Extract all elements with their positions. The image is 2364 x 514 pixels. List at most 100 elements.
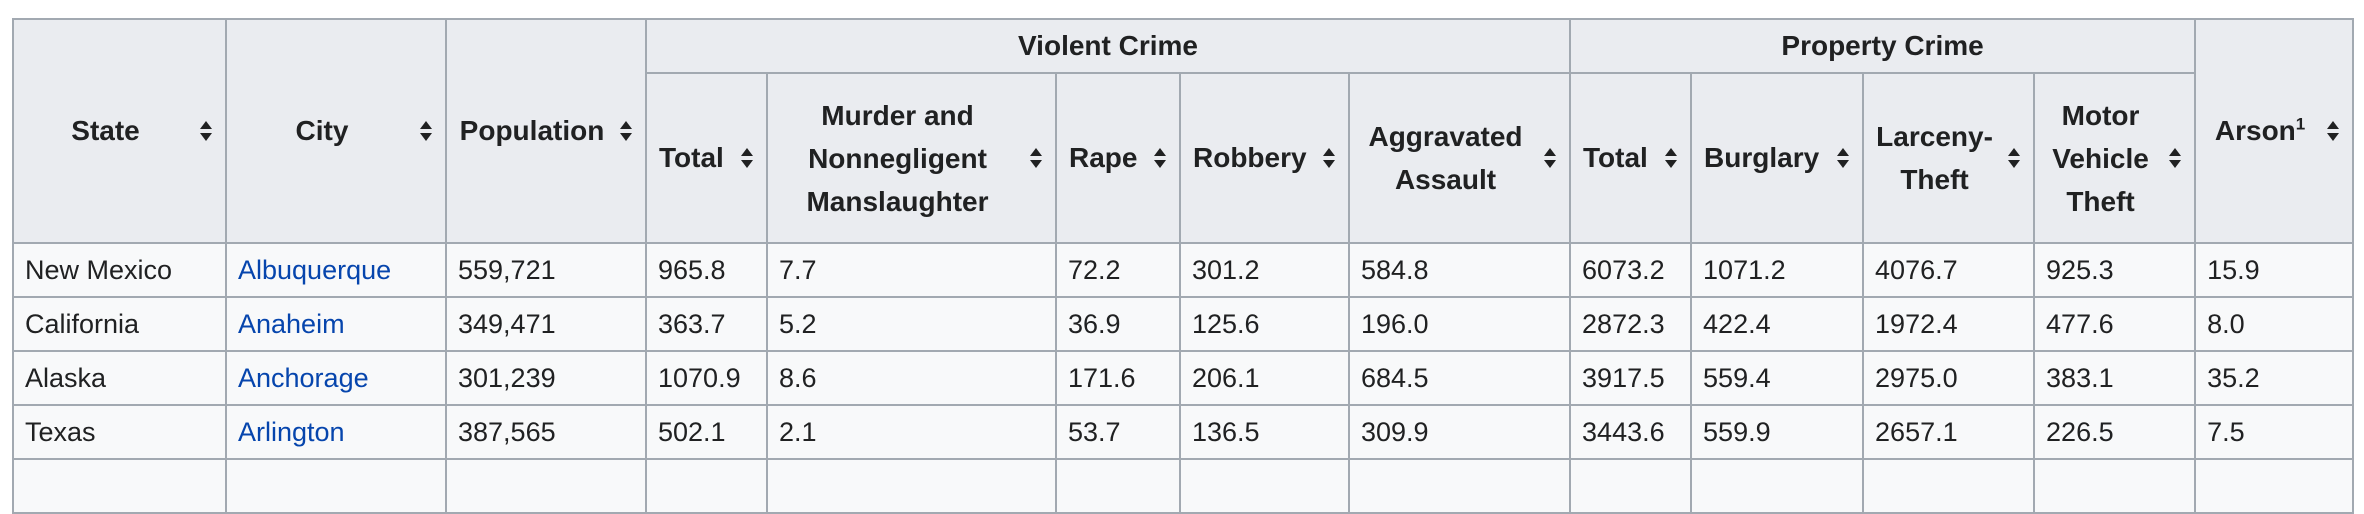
sort-both-icon[interactable] [419,120,433,142]
sort-both-icon[interactable] [2168,147,2182,169]
city-link[interactable]: Arlington [238,416,345,447]
robbery-cell: 136.5 [1179,404,1350,460]
assault-cell: 196.0 [1347,296,1572,352]
arson-footnote[interactable]: 1 [2295,114,2306,134]
header-robbery[interactable]: Robbery [1179,72,1350,244]
table-row: New Mexico Albuquerque 559,721 965.8 7.7… [12,242,2355,298]
murder-cell: 7.7 [766,242,1057,298]
city-cell: Albuquerque [225,242,447,298]
city-cell [225,458,447,514]
header-violent-total-label: Total [659,142,724,173]
violent-total-cell: 502.1 [645,404,768,460]
property-total-cell: 3443.6 [1569,404,1693,460]
header-burglary-label: Burglary [1704,142,1820,173]
motor-vehicle-theft-cell: 383.1 [2033,350,2197,406]
header-aggravated-assault[interactable]: Aggravated Assault [1347,72,1572,244]
table-row-partial [12,458,2355,514]
header-state[interactable]: State [12,18,227,244]
larceny-cell: 4076.7 [1862,242,2036,298]
property-total-cell: 3917.5 [1569,350,1693,406]
population-cell: 301,239 [445,350,647,406]
header-aggravated-assault-label: Aggravated Assault [1368,121,1523,195]
motor-vehicle-theft-cell: 226.5 [2033,404,2197,460]
state-cell: California [12,296,227,352]
violent-total-cell: 363.7 [645,296,768,352]
table-row: Alaska Anchorage 301,239 1070.9 8.6 171.… [12,350,2355,406]
violent-total-cell: 965.8 [645,242,768,298]
header-population-label: Population [459,115,605,146]
burglary-cell: 422.4 [1690,296,1865,352]
header-murder-label: Murder and Nonnegligent Manslaughter [806,99,989,217]
city-link[interactable]: Anaheim [238,308,345,339]
sort-both-icon[interactable] [740,147,754,169]
header-rape-label: Rape [1069,142,1138,173]
population-cell: 349,471 [445,296,647,352]
rape-cell: 171.6 [1055,350,1181,406]
robbery-cell: 301.2 [1179,242,1350,298]
murder-cell: 5.2 [766,296,1057,352]
rape-cell: 72.2 [1055,242,1181,298]
rape-cell [1055,458,1181,514]
header-murder[interactable]: Murder and Nonnegligent Manslaughter [766,72,1057,244]
sort-both-icon[interactable] [619,120,633,142]
sort-both-icon[interactable] [1836,147,1850,169]
city-cell: Anchorage [225,350,447,406]
sort-both-icon[interactable] [1153,147,1167,169]
population-cell [445,458,647,514]
header-rape[interactable]: Rape [1055,72,1181,244]
sort-both-icon[interactable] [1664,147,1678,169]
table-row: California Anaheim 349,471 363.7 5.2 36.… [12,296,2355,352]
state-cell [12,458,227,514]
state-cell: Texas [12,404,227,460]
property-total-cell: 2872.3 [1569,296,1693,352]
header-state-label: State [71,115,140,146]
sort-both-icon[interactable] [2007,147,2021,169]
header-burglary[interactable]: Burglary [1690,72,1865,244]
header-motor-vehicle-theft-label: Motor Vehicle Theft [2052,99,2149,217]
header-city-label: City [295,115,349,146]
sort-both-icon[interactable] [2326,120,2340,142]
property-total-cell: 6073.2 [1569,242,1693,298]
state-cell: New Mexico [12,242,227,298]
city-link[interactable]: Anchorage [238,362,369,393]
header-population[interactable]: Population [445,18,647,244]
motor-vehicle-theft-cell: 925.3 [2033,242,2197,298]
sort-both-icon[interactable] [1322,147,1336,169]
murder-cell: 2.1 [766,404,1057,460]
larceny-cell: 1972.4 [1862,296,2036,352]
burglary-cell: 559.9 [1690,404,1865,460]
header-violent-total[interactable]: Total [645,72,768,244]
city-link[interactable]: Albuquerque [238,254,392,285]
population-cell: 387,565 [445,404,647,460]
sort-both-icon[interactable] [1543,147,1557,169]
violent-total-cell: 1070.9 [645,350,768,406]
larceny-cell [1862,458,2036,514]
arson-cell: 8.0 [2194,296,2355,352]
assault-cell [1347,458,1572,514]
arson-cell: 35.2 [2194,350,2355,406]
sort-both-icon[interactable] [199,120,213,142]
arson-cell: 15.9 [2194,242,2355,298]
arson-text: Arson [2214,115,2296,146]
crime-statistics-table: State City Population Violent Crime Prop… [12,18,2355,514]
assault-cell: 684.5 [1347,350,1572,406]
sort-both-icon[interactable] [1029,147,1043,169]
header-arson[interactable]: Arson1 [2194,18,2355,244]
rape-cell: 53.7 [1055,404,1181,460]
arson-cell [2194,458,2355,514]
header-larceny-theft[interactable]: Larceny- Theft [1862,72,2036,244]
header-property-crime: Property Crime [1569,18,2197,74]
header-property-total-label: Total [1583,142,1648,173]
header-robbery-label: Robbery [1193,142,1307,173]
header-larceny-theft-label: Larceny- Theft [1876,121,1993,195]
header-city[interactable]: City [225,18,447,244]
burglary-cell: 559.4 [1690,350,1865,406]
larceny-cell: 2657.1 [1862,404,2036,460]
burglary-cell: 1071.2 [1690,242,1865,298]
header-property-total[interactable]: Total [1569,72,1693,244]
property-total-cell [1569,458,1693,514]
header-motor-vehicle-theft[interactable]: Motor Vehicle Theft [2033,72,2197,244]
murder-cell: 8.6 [766,350,1057,406]
city-cell: Arlington [225,404,447,460]
burglary-cell [1690,458,1865,514]
